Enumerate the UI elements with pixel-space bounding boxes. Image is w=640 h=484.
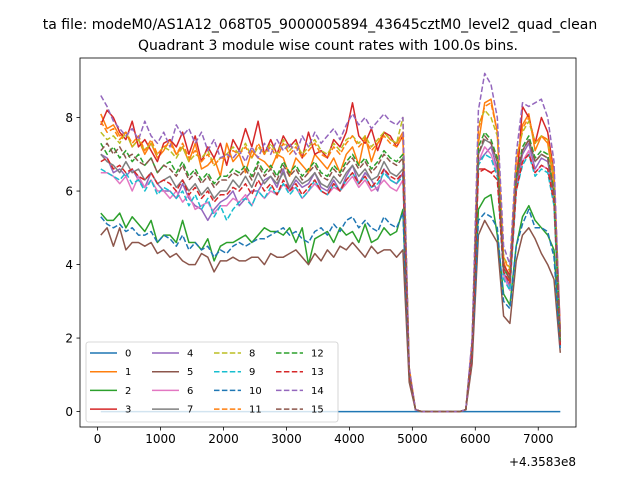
series-line-15 <box>100 135 562 413</box>
x-tick-label: 4000 <box>334 432 365 446</box>
legend-box <box>85 341 339 423</box>
legend-label-0: 0 <box>125 349 131 360</box>
series-line-2 <box>100 193 562 413</box>
x-axis-offset-label: +4.3583e8 <box>509 455 576 469</box>
series-line-5 <box>100 219 562 413</box>
legend-label-13: 13 <box>311 367 324 378</box>
series-line-14 <box>100 72 562 413</box>
y-tick-label: 8 <box>65 111 73 125</box>
legend-label-14: 14 <box>311 386 324 397</box>
series-line-6 <box>100 146 562 413</box>
series-line-9 <box>100 153 562 413</box>
plot-frame <box>79 57 577 428</box>
x-tick-label: 2000 <box>208 432 239 446</box>
legend-label-11: 11 <box>249 405 262 416</box>
axes: 0 1000 2000 3000 4000 5000 6000 7000 0 2 4 6 8 <box>65 57 577 446</box>
y-tick-label: 2 <box>65 332 73 346</box>
legend-label-3: 3 <box>125 405 131 416</box>
series-line-10 <box>100 208 562 413</box>
legend-label-6: 6 <box>187 386 193 397</box>
series-line-12 <box>100 131 562 413</box>
legend-label-9: 9 <box>249 367 255 378</box>
chart-title: Quadrant 3 module wise count rates with … <box>138 38 518 54</box>
x-tick-label: 3000 <box>271 432 302 446</box>
y-tick-label: 0 <box>65 405 73 419</box>
y-tick-label: 6 <box>65 185 73 199</box>
legend-label-10: 10 <box>249 386 262 397</box>
legend-label-4: 4 <box>187 349 193 360</box>
series-line-11 <box>100 102 562 413</box>
x-tick-label: 0 <box>94 432 102 446</box>
chart-suptitle: ta file: modeM0/AS1A12_068T05_9000005894… <box>43 17 597 33</box>
y-tick-label: 4 <box>65 258 73 272</box>
legend-label-8: 8 <box>249 349 255 360</box>
series-line-7 <box>100 138 562 413</box>
x-tick-label: 7000 <box>523 432 554 446</box>
x-tick-label: 1000 <box>145 432 176 446</box>
legend-label-7: 7 <box>187 405 193 416</box>
x-tick-label: 5000 <box>397 432 428 446</box>
series-line-13 <box>100 153 562 413</box>
legend-label-15: 15 <box>311 405 324 416</box>
legend-label-12: 12 <box>311 349 324 360</box>
legend-label-1: 1 <box>125 367 131 378</box>
legend-label-5: 5 <box>187 367 193 378</box>
x-tick-label: 6000 <box>460 432 491 446</box>
legend-label-2: 2 <box>125 386 131 397</box>
